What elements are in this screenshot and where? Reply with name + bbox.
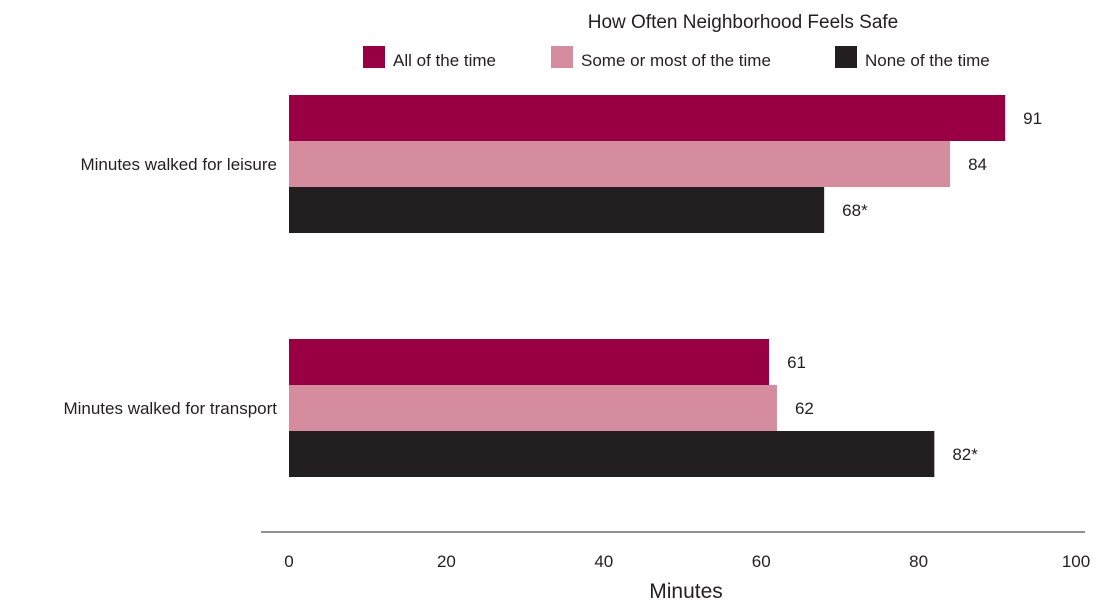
bar-minutes-walked-for-transport-none-of-the-time	[289, 431, 935, 477]
legend-swatch-some-or-most-of-the-time	[551, 46, 573, 68]
x-axis-ticks: 0 20 40 60 80 100	[284, 552, 1090, 571]
bar-minutes-walked-for-transport-all-of-the-time	[289, 339, 770, 385]
x-tick-label-40: 40	[594, 552, 613, 571]
legend: All of the time Some or most of the time N…	[363, 46, 990, 70]
category-label-minutes-walked-for-leisure: Minutes walked for leisure	[80, 155, 277, 174]
legend-label-all-of-the-time: All of the time	[393, 51, 496, 70]
x-tick-label-20: 20	[437, 552, 456, 571]
legend-label-some-or-most-of-the-time: Some or most of the time	[581, 51, 771, 70]
legend-label-none-of-the-time: None of the time	[865, 51, 990, 70]
legend-title: How Often Neighborhood Feels Safe	[588, 12, 899, 33]
bar-minutes-walked-for-leisure-all-of-the-time	[289, 95, 1006, 141]
value-label-minutes-walked-for-transport-none-of-the-time: 82*	[952, 445, 978, 464]
value-label-minutes-walked-for-transport-some-or-most-of-the-time: 62	[795, 399, 814, 418]
value-labels: 91 84 68* 61 62 82*	[787, 109, 1042, 464]
category-label-minutes-walked-for-transport: Minutes walked for transport	[63, 399, 277, 418]
x-axis-title: Minutes	[649, 580, 723, 603]
category-labels: Minutes walked for leisure Minutes walked…	[63, 155, 277, 418]
x-tick-label-0: 0	[284, 552, 293, 571]
bars	[289, 95, 1006, 477]
bar-minutes-walked-for-transport-some-or-most-of-the-time	[289, 385, 777, 431]
value-label-minutes-walked-for-leisure-some-or-most-of-the-time: 84	[968, 155, 987, 174]
value-label-minutes-walked-for-leisure-all-of-the-time: 91	[1023, 109, 1042, 128]
legend-swatch-none-of-the-time	[835, 46, 857, 68]
x-tick-label-100: 100	[1062, 552, 1090, 571]
value-label-minutes-walked-for-leisure-none-of-the-time: 68*	[842, 201, 868, 220]
value-label-minutes-walked-for-transport-all-of-the-time: 61	[787, 353, 806, 372]
legend-swatch-all-of-the-time	[363, 46, 385, 68]
x-tick-label-60: 60	[752, 552, 771, 571]
bar-minutes-walked-for-leisure-some-or-most-of-the-time	[289, 141, 951, 187]
bar-minutes-walked-for-leisure-none-of-the-time	[289, 187, 825, 233]
x-tick-label-80: 80	[909, 552, 928, 571]
